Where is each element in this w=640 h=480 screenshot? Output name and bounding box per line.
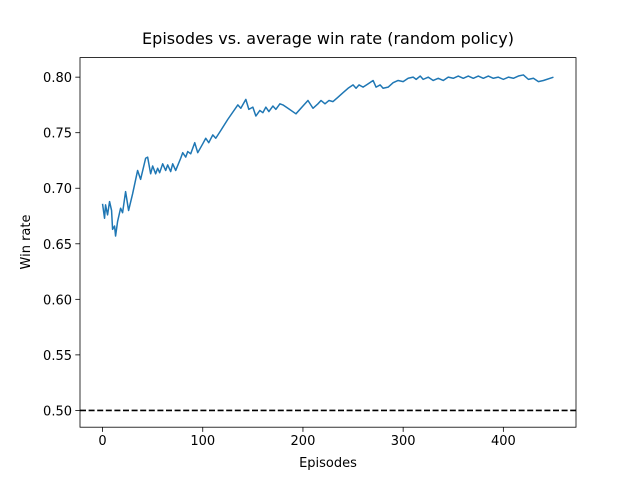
chart-title: Episodes vs. average win rate (random po…	[142, 29, 514, 48]
y-tick-label: 0.75	[43, 127, 72, 142]
x-tick-label: 100	[190, 434, 215, 449]
x-tick-label: 300	[391, 434, 416, 449]
x-tick-label: 200	[291, 434, 316, 449]
y-tick-label: 0.60	[43, 293, 72, 308]
y-tick-label: 0.70	[43, 182, 72, 197]
y-tick-label: 0.55	[43, 349, 72, 364]
y-tick-label: 0.80	[43, 71, 72, 86]
data-line	[101, 74, 554, 237]
x-tick-label: 0	[98, 434, 106, 449]
y-tick-label: 0.50	[43, 404, 72, 419]
x-tick-label: 400	[491, 434, 516, 449]
plot-frame	[79, 57, 577, 428]
x-axis-label: Episodes	[299, 456, 357, 471]
y-axis-label: Win rate	[19, 215, 34, 270]
y-tick-label: 0.65	[43, 238, 72, 253]
